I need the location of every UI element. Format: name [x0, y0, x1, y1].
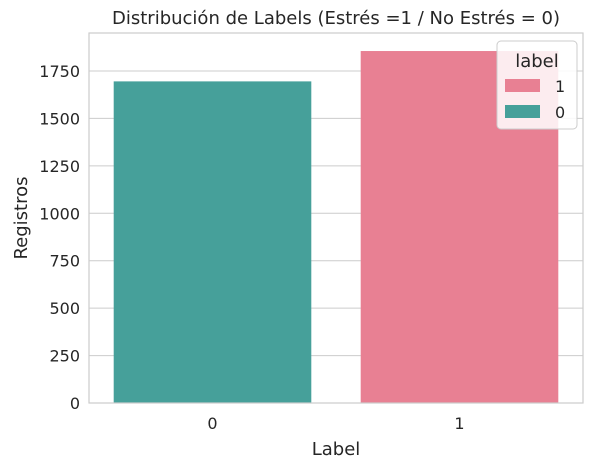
y-tick-label: 500: [49, 299, 80, 318]
y-axis-label: Registros: [11, 176, 32, 259]
bar-0: [113, 81, 312, 403]
y-tick-label: 0: [70, 394, 80, 413]
legend-swatch-0: [505, 105, 540, 118]
y-tick-label: 1750: [39, 62, 80, 81]
y-tick-label: 1000: [39, 204, 80, 223]
legend-label-1: 1: [555, 77, 565, 96]
legend-swatch-1: [505, 79, 540, 92]
legend-label-0: 0: [555, 103, 565, 122]
y-tick-label: 750: [49, 252, 80, 271]
x-tick-label: 1: [454, 414, 464, 433]
plot-frame: [88, 32, 584, 404]
chart-title: Distribución de Labels (Estrés =1 / No E…: [112, 8, 560, 29]
y-tick-labels: 0 250 500 750 1000 1250 1500 1750: [39, 62, 80, 413]
x-tick-label: 0: [207, 414, 217, 433]
x-axis-label: Label: [312, 439, 361, 460]
legend-title: label: [515, 51, 559, 72]
legend-entries: 10: [505, 77, 565, 122]
y-tick-label: 1250: [39, 157, 80, 176]
y-tick-label: 250: [49, 347, 80, 366]
legend: label 10: [496, 40, 578, 130]
y-tick-label: 1500: [39, 109, 80, 128]
